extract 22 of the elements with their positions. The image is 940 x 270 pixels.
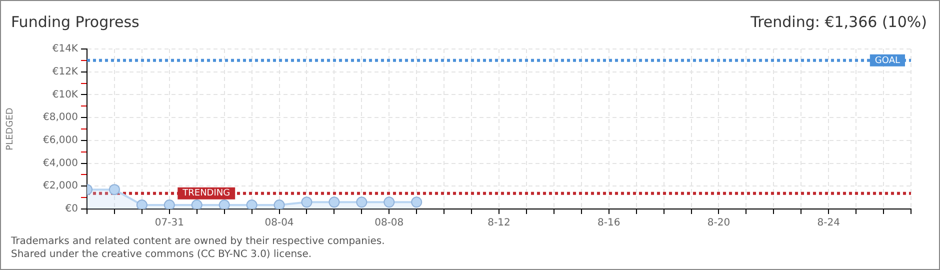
y-axis-title: PLEDGED <box>6 108 16 150</box>
x-tick-label: 08-08 <box>374 218 404 229</box>
y-tick-label: €10K <box>52 89 78 100</box>
x-tick-label: 8-16 <box>598 218 620 229</box>
y-tick-label: €4,000 <box>43 158 78 169</box>
ref-line-label: TRENDING <box>182 188 230 199</box>
x-tick-label: 07-31 <box>154 218 184 229</box>
ref-line-label: GOAL <box>874 56 900 66</box>
y-tick-label: €14K <box>52 44 78 55</box>
y-tick-label: €8,000 <box>43 112 78 124</box>
x-tick-label: 08-04 <box>264 218 294 229</box>
text: Trademarks and related content are owned by their respective companies. <box>11 235 385 248</box>
y-tick-label: €0 <box>65 204 78 215</box>
y-tick-label: €6,000 <box>43 135 78 146</box>
chart-subtitle: Trending: €1,366 (10%) <box>750 13 927 31</box>
x-tick-label: 8-24 <box>817 218 840 229</box>
y-tick-label: €12K <box>52 66 78 78</box>
x-tick-label: 8-12 <box>488 218 510 229</box>
chart-title: Funding Progress <box>11 13 140 31</box>
x-tick-label: 8-20 <box>707 218 730 229</box>
y-tick-label: €2,000 <box>43 180 78 192</box>
text: Shared under the creative commons (CC BY-NC 3.0) license. <box>11 248 313 261</box>
